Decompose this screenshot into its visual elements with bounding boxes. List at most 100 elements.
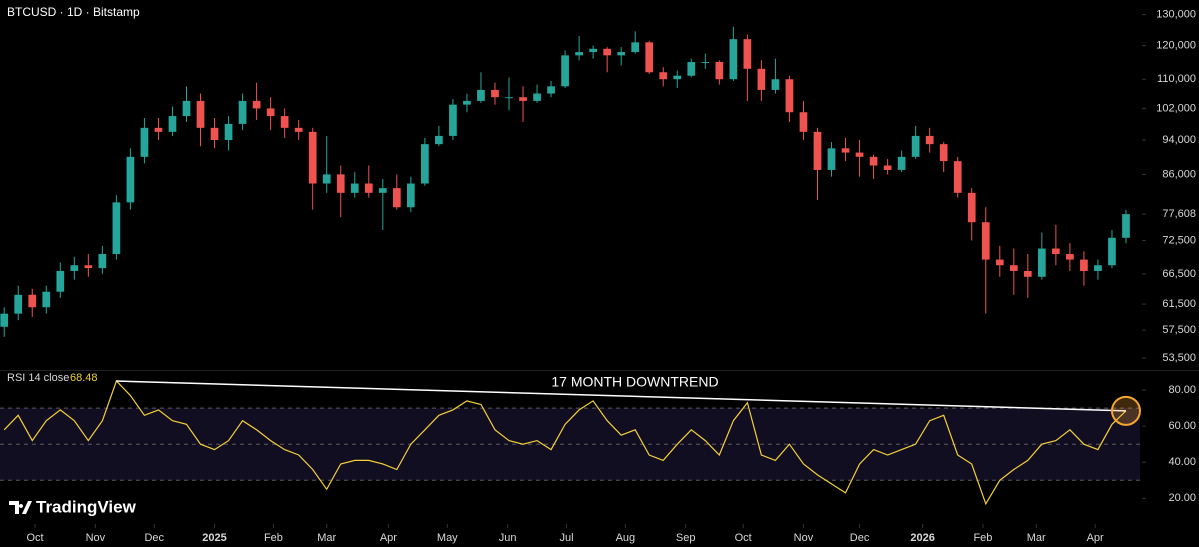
candle-body: [925, 135, 934, 145]
candle-body: [56, 270, 65, 292]
candle-body: [995, 259, 1004, 266]
logo-icon: [9, 501, 32, 514]
candle-body: [322, 174, 331, 184]
candle-body: [491, 89, 499, 98]
candle-body: [308, 131, 317, 184]
y-tick-label: 53,500: [1162, 352, 1196, 364]
candle-body: [238, 100, 247, 124]
y-tick-label: 77,608: [1162, 208, 1196, 220]
candle-body: [519, 97, 527, 101]
candle-body: [154, 127, 163, 132]
x-tick-label: Jul: [559, 532, 573, 544]
candle-body: [729, 39, 738, 80]
rsi-line: [3, 379, 1127, 506]
candle-body: [1052, 248, 1060, 255]
candle-body: [533, 93, 541, 101]
candle-body: [897, 156, 906, 170]
y-tick-label: 72,500: [1162, 234, 1196, 246]
candle-body: [140, 127, 149, 157]
y-tick-label: 40.00: [1168, 456, 1196, 468]
candle-body: [939, 144, 948, 162]
y-tick-label: 80.00: [1168, 384, 1196, 396]
x-tick-label: Oct: [735, 532, 752, 544]
candle-body: [406, 183, 415, 208]
y-tick-label: 130,000: [1156, 9, 1196, 21]
x-tick-label: Jun: [499, 532, 517, 544]
highlight-circle: [1110, 395, 1141, 426]
candle-body: [364, 183, 373, 193]
y-tick-label: 110,000: [1157, 73, 1196, 85]
candle-body: [1108, 237, 1116, 266]
candle-body: [1122, 214, 1130, 238]
candle-body: [771, 79, 780, 90]
candle-body: [953, 161, 962, 193]
x-tick-label: Dec: [144, 532, 164, 544]
candle-body: [855, 152, 864, 157]
x-tick-label: Nov: [794, 532, 814, 544]
y-tick-label: 102,000: [1156, 102, 1196, 114]
candle-body: [14, 294, 23, 314]
candle-body: [1094, 265, 1102, 271]
candle-body: [673, 75, 682, 80]
candle-body: [1009, 265, 1018, 271]
watermark: TradingView: [36, 497, 137, 516]
candle-body: [252, 100, 261, 109]
x-tick-label: Mar: [1027, 532, 1046, 544]
candle-body: [182, 100, 191, 117]
y-tick-label: 61,500: [1162, 298, 1196, 310]
candle-body: [112, 202, 121, 255]
x-tick-label: Mar: [317, 532, 336, 544]
y-tick-label: 57,500: [1162, 324, 1196, 336]
candle-body: [547, 86, 555, 94]
rsi-title: RSI 14 close: [7, 372, 69, 384]
y-tick-label: 120,000: [1156, 39, 1196, 51]
candle-body: [757, 68, 766, 90]
x-tick-label: Apr: [1087, 532, 1104, 544]
candle-body: [421, 144, 429, 184]
symbol-header: BTCUSD · 1D · Bitstamp: [7, 5, 140, 19]
candle-body: [435, 135, 443, 145]
rsi-value: 68.48: [70, 372, 98, 384]
x-tick-label: Apr: [380, 532, 397, 544]
candle-body: [883, 165, 892, 170]
candle-body: [603, 48, 612, 56]
candle-body: [967, 192, 976, 223]
candle-body: [911, 135, 920, 157]
candle-body: [1066, 254, 1074, 260]
candle-body: [631, 42, 640, 53]
candle-body: [827, 148, 836, 170]
candle-body: [561, 55, 569, 87]
candle-body: [589, 48, 597, 53]
candle-body: [0, 313, 9, 327]
candle-body: [505, 97, 513, 99]
candle-body: [28, 294, 37, 308]
candle-body: [799, 112, 808, 132]
candle-body: [378, 188, 387, 193]
candle-body: [336, 174, 345, 193]
x-tick-label: 2025: [202, 532, 226, 544]
candle-body: [350, 183, 359, 193]
candle-body: [1037, 248, 1046, 277]
candle-body: [42, 291, 51, 308]
candle-body: [70, 265, 79, 271]
x-tick-label: Aug: [616, 532, 636, 544]
x-tick-label: Oct: [26, 532, 43, 544]
x-tick-label: Dec: [850, 532, 870, 544]
candle-body: [463, 100, 471, 105]
candle-body: [981, 222, 990, 260]
x-tick-label: May: [437, 532, 458, 544]
candle-body: [659, 72, 668, 80]
candle-body: [126, 156, 135, 203]
logo: TradingView: [9, 497, 137, 516]
trendline: [116, 380, 1127, 412]
candle-body: [84, 265, 93, 269]
candle-body: [715, 62, 724, 80]
candle-body: [1080, 259, 1088, 271]
candle-body: [224, 123, 233, 141]
candle-body: [743, 39, 752, 69]
x-tick-label: Sep: [676, 532, 696, 544]
annotation: 17 MONTH DOWNTREND: [551, 374, 718, 390]
x-tick-label: Nov: [86, 532, 106, 544]
